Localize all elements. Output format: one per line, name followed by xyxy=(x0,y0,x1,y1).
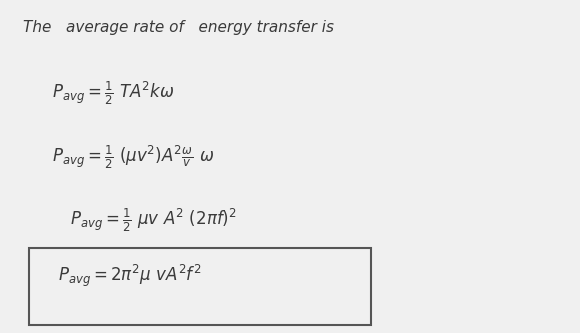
Text: $P_{avg} = \frac{1}{2}\ T A^2 k\omega$: $P_{avg} = \frac{1}{2}\ T A^2 k\omega$ xyxy=(52,80,175,107)
Text: $P_{avg} = 2\pi^2 \mu\ v A^2 f^2$: $P_{avg} = 2\pi^2 \mu\ v A^2 f^2$ xyxy=(58,263,201,289)
Text: The   average rate of   energy transfer is: The average rate of energy transfer is xyxy=(23,20,334,35)
Text: $P_{avg} = \frac{1}{2}\ (\mu v^2) A^2 \frac{\omega}{v}\ \omega$: $P_{avg} = \frac{1}{2}\ (\mu v^2) A^2 \f… xyxy=(52,143,215,170)
Text: $P_{avg} = \frac{1}{2}\ \mu v\ A^2\ (2\pi f)^2$: $P_{avg} = \frac{1}{2}\ \mu v\ A^2\ (2\p… xyxy=(70,206,237,234)
FancyBboxPatch shape xyxy=(29,248,371,325)
